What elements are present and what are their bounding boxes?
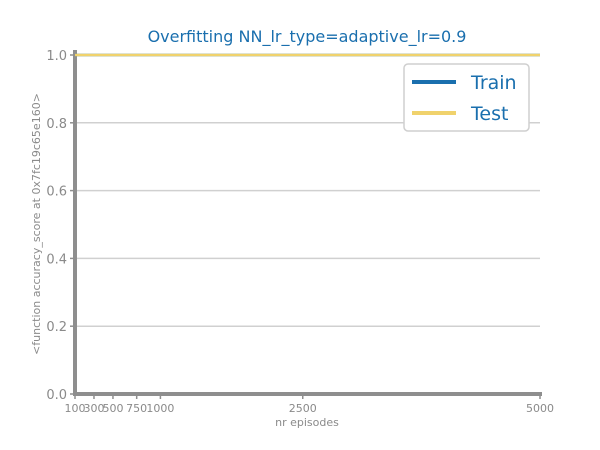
x-tick-label: 500 — [102, 402, 123, 415]
x-axis-label: nr episodes — [275, 416, 339, 429]
legend-label-train: Train — [470, 72, 517, 94]
y-axis-label: <function accuracy_score at 0x7fc19c65e1… — [30, 93, 43, 355]
y-tick-label: 0.6 — [46, 185, 67, 200]
legend: Train Test — [403, 63, 530, 132]
x-tick-label: 100 — [65, 402, 86, 415]
y-tick-label: 1.0 — [46, 49, 67, 64]
y-tick-label: 0.8 — [46, 117, 67, 132]
x-tick-label: 300 — [83, 402, 104, 415]
y-tick-label: 0.2 — [46, 320, 67, 335]
axes — [73, 50, 542, 396]
legend-label-test: Test — [470, 103, 508, 125]
x-tick-label: 750 — [126, 402, 147, 415]
y-tick-label: 0.4 — [46, 252, 67, 267]
x-tick-label: 1000 — [146, 402, 174, 415]
y-tick-label: 0.0 — [46, 388, 67, 403]
x-tick-label: 2500 — [289, 402, 317, 415]
chart-title: Overfitting NN_lr_type=adaptive_lr=0.9 — [148, 27, 467, 47]
x-tick-label: 5000 — [526, 402, 554, 415]
